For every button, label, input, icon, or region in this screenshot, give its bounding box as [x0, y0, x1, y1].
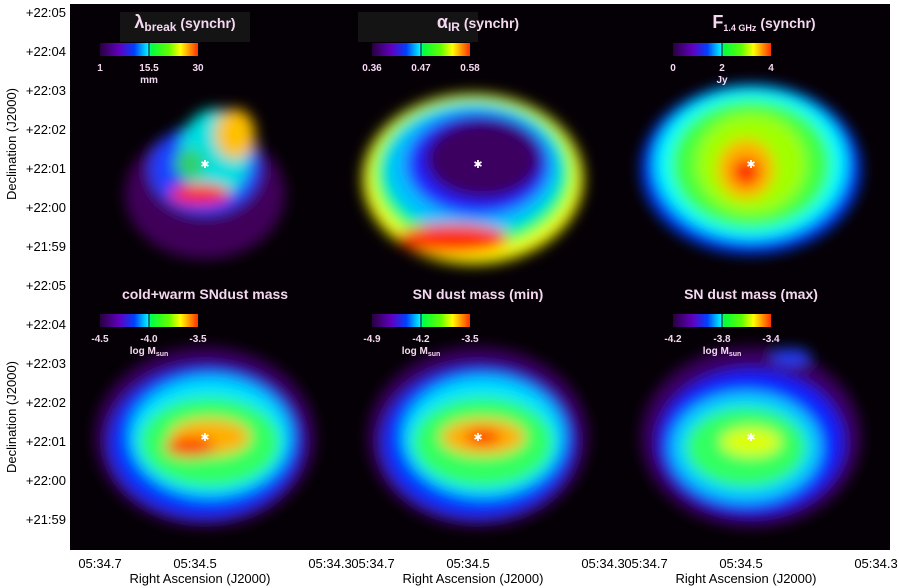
- map-region: [425, 119, 541, 199]
- y-tick-label: +22:03: [26, 356, 66, 371]
- star-marker: ✱: [200, 159, 209, 171]
- colorbar-tick-label: 1: [97, 63, 103, 74]
- intensity-map: [641, 347, 861, 527]
- colorbar-tick-label: -3.8: [713, 334, 731, 345]
- intensity-map: [363, 94, 583, 264]
- intensity-map: [368, 347, 588, 527]
- panel-title: αIR (synchr): [437, 12, 519, 34]
- colorbar-tick-label: -3.4: [762, 334, 780, 345]
- colorbar-unit: mm: [140, 75, 158, 86]
- colorbar-tick-label: -4.5: [91, 334, 109, 345]
- x-axis-label: Right Ascension (J2000): [403, 571, 544, 586]
- star-marker: ✱: [473, 159, 482, 171]
- colorbar-tick-label: -3.5: [189, 334, 207, 345]
- y-tick-label: +21:59: [26, 512, 66, 527]
- x-tick-label: 05:34.5: [446, 556, 489, 571]
- map-panel: ✱ cold+warm SNdust mass -4.5 -4.0 -3.5 log Ms…: [91, 286, 315, 527]
- colorbar-tick-label: 0.58: [460, 63, 480, 74]
- x-tick-label: 05:34.5: [719, 556, 762, 571]
- map-region: [465, 429, 501, 445]
- panel-title: SN dust mass (min): [413, 286, 544, 302]
- map-region: [398, 224, 508, 254]
- map-region: [771, 349, 811, 365]
- y-tick-label: +22:00: [26, 473, 66, 488]
- colorbar-tick-label: -3.5: [461, 334, 479, 345]
- y-tick-label: +22:01: [26, 161, 66, 176]
- intensity-map: [641, 84, 861, 254]
- map-region: [721, 428, 781, 456]
- y-tick-label: +22:04: [26, 317, 66, 332]
- map-panel: ✱ SN dust mass (min) -4.9 -4.2 -3.5 log Msun: [363, 286, 588, 527]
- y-axis-label: Declination (J2000): [4, 361, 19, 473]
- star-marker: ✱: [746, 432, 755, 444]
- colorbar-tick-label: 30: [192, 63, 204, 74]
- x-tick-label: 05:34.3: [854, 556, 897, 571]
- colorbar-tick-label: 15.5: [139, 63, 159, 74]
- panel-title: cold+warm SNdust mass: [122, 286, 288, 302]
- colorbar-unit: Jy: [716, 75, 728, 86]
- y-tick-label: +22:02: [26, 395, 66, 410]
- colorbar-tick-label: 0.36: [362, 63, 382, 74]
- colorbar-unit: log Msun: [402, 346, 441, 358]
- colorbar-tick-label: 4: [768, 63, 774, 74]
- map-region: [175, 149, 205, 179]
- y-tick-label: +22:02: [26, 122, 66, 137]
- panel-title: λbreak (synchr): [134, 12, 235, 34]
- map-region: [215, 109, 255, 159]
- star-marker: ✱: [746, 159, 755, 171]
- x-axis-label: Right Ascension (J2000): [676, 571, 817, 586]
- map-panel: ✱ SN dust mass (max) -4.2 -3.8 -3.4 log Msun: [641, 286, 861, 527]
- colorbar-tick-label: -4.0: [140, 334, 158, 345]
- map-region: [165, 437, 215, 457]
- x-tick-label: 05:34.5: [173, 556, 216, 571]
- y-tick-label: +22:04: [26, 44, 66, 59]
- map-panel: ✱ αIR (synchr) 0.36 0.47 0.58: [358, 12, 583, 264]
- map-region: [732, 158, 760, 186]
- colorbar-tick-label: -4.2: [664, 334, 682, 345]
- colorbar-tick-label: -4.9: [363, 334, 381, 345]
- title-background: [358, 12, 478, 42]
- panel-title: F1.4 GHz (synchr): [712, 12, 815, 33]
- y-tick-label: +21:59: [26, 239, 66, 254]
- star-marker: ✱: [200, 432, 209, 444]
- y-tick-label: +22:03: [26, 83, 66, 98]
- x-tick-label: 05:34.7: [78, 556, 121, 571]
- colorbar-tick-label: 0: [670, 63, 676, 74]
- y-tick-label: +22:05: [26, 5, 66, 20]
- map-panel: ✱ λbreak (synchr) 1 15.5 30 mm: [97, 12, 285, 259]
- colorbar-unit: log Msun: [703, 346, 742, 358]
- star-marker: ✱: [473, 432, 482, 444]
- map-panel: ✱ F1.4 GHz (synchr) 0 2 4 Jy: [641, 12, 861, 254]
- x-tick-label: 05:34.3: [308, 556, 351, 571]
- y-axis-label: Declination (J2000): [4, 88, 19, 200]
- intensity-map: [95, 347, 315, 527]
- x-axis-label: Right Ascension (J2000): [130, 571, 271, 586]
- y-tick-label: +22:05: [26, 278, 66, 293]
- x-tick-label: 05:34.7: [351, 556, 394, 571]
- title-background: [120, 12, 250, 42]
- x-tick-label: 05:34.7: [624, 556, 667, 571]
- intensity-map: [125, 109, 285, 259]
- colorbar-tick-label: -4.2: [412, 334, 430, 345]
- colorbar-tick-label: 2: [719, 63, 725, 74]
- x-tick-label: 05:34.3: [581, 556, 624, 571]
- y-tick-label: +22:00: [26, 200, 66, 215]
- colorbar-tick-label: 0.47: [411, 63, 431, 74]
- map-region: [170, 184, 230, 204]
- y-tick-label: +22:01: [26, 434, 66, 449]
- colorbar-unit: log Msun: [130, 346, 169, 358]
- panel-title: SN dust mass (max): [684, 286, 818, 302]
